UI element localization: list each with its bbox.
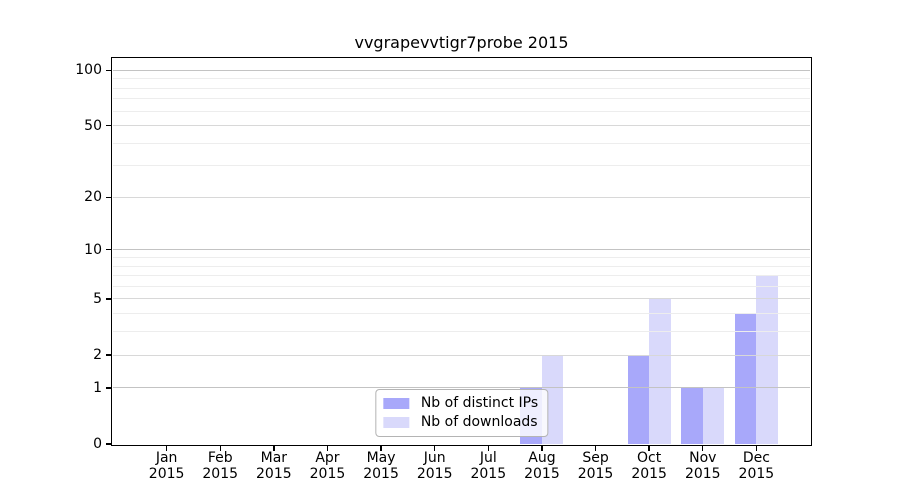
y-tick-mark	[106, 69, 112, 71]
y-tick-mark	[106, 249, 112, 251]
y-tick-mark	[106, 354, 112, 356]
x-tick-label: Sep 2015	[577, 450, 614, 482]
y-tick-mark	[106, 387, 112, 389]
x-tick-label: Apr 2015	[309, 450, 346, 482]
legend-item-downloads: Nb of downloads	[382, 414, 538, 431]
x-tick-label: Jun 2015	[416, 450, 453, 482]
bar-downloads-nov	[702, 387, 725, 444]
y-tick-mark	[106, 124, 112, 127]
bar-distinct-ips-oct	[627, 355, 650, 444]
gridline-major	[113, 69, 810, 71]
x-tick-mark	[594, 445, 597, 451]
bar-downloads-oct	[649, 298, 671, 444]
x-tick-label: Jan 2015	[148, 450, 185, 482]
y-tick-label: 0	[93, 436, 102, 452]
x-tick-label: Jul 2015	[470, 450, 507, 482]
x-tick-mark	[380, 445, 382, 451]
gridline-labeled	[113, 125, 810, 127]
legend-label-distinct-ips: Nb of distinct IPs	[420, 395, 539, 411]
x-tick-mark	[273, 445, 275, 451]
x-tick-mark	[702, 445, 704, 451]
y-tick-label: 10	[84, 241, 102, 258]
x-tick-label: Oct 2015	[631, 450, 667, 482]
gridline-minor	[113, 257, 810, 258]
y-tick-mark	[106, 443, 112, 445]
x-tick-label: Feb 2015	[202, 450, 239, 482]
bar-distinct-ips-dec	[734, 313, 757, 444]
bar-distinct-ips-nov	[681, 387, 703, 444]
x-tick-label: Dec 2015	[738, 450, 775, 482]
gridline-minor	[113, 87, 810, 89]
x-tick-mark	[755, 445, 758, 451]
y-tick-mark	[106, 298, 112, 300]
gridline-minor	[113, 142, 810, 144]
x-tick-mark	[487, 445, 489, 451]
x-tick-label: May 2015	[363, 450, 399, 482]
x-tick-mark	[648, 445, 650, 451]
y-tick-label: 1	[93, 379, 102, 396]
gridline-minor	[113, 331, 810, 333]
plot-area: Nb of distinct IPs Nb of downloads 0 1 2 5 1…	[75, 57, 812, 481]
x-tick-mark	[219, 445, 221, 451]
gridline-minor	[113, 165, 810, 167]
gridline-minor	[113, 110, 810, 112]
x-tick-label: Nov 2015	[684, 450, 721, 482]
y-tick-label: 100	[75, 62, 102, 79]
y-tick-label: 2	[93, 347, 102, 364]
bar-downloads-dec	[756, 275, 778, 444]
x-tick-label: Mar 2015	[256, 450, 292, 482]
y-tick-label: 5	[93, 290, 102, 307]
legend-item-distinct-ips: Nb of distinct IPs	[382, 395, 539, 412]
gridline-minor	[113, 285, 810, 287]
legend: Nb of distinct IPs Nb of downloads	[374, 389, 549, 437]
x-tick-mark	[165, 445, 168, 451]
gridline-major	[113, 249, 810, 251]
gridline-minor	[113, 78, 810, 80]
gridline-labeled	[113, 298, 810, 300]
gridline-minor	[113, 98, 810, 100]
x-tick-mark	[541, 445, 543, 451]
chart-title: vvgrapevvtigr7probe 2015	[354, 33, 569, 52]
x-tick-mark	[326, 445, 329, 451]
gridline-minor	[113, 265, 810, 267]
legend-label-downloads: Nb of downloads	[420, 414, 538, 430]
gridline-major	[113, 387, 810, 389]
legend-swatch-distinct-ips	[382, 398, 409, 409]
legend-swatch-downloads	[382, 417, 409, 428]
gridline-labeled	[113, 196, 810, 198]
x-tick-mark	[433, 445, 436, 451]
gridline-minor	[113, 313, 810, 315]
y-tick-label: 50	[84, 117, 102, 134]
gridline-minor	[113, 275, 810, 277]
y-tick-label: 20	[84, 189, 102, 206]
gridline-labeled	[113, 354, 810, 356]
x-tick-label: Aug 2015	[524, 450, 560, 482]
y-tick-mark	[106, 196, 112, 199]
